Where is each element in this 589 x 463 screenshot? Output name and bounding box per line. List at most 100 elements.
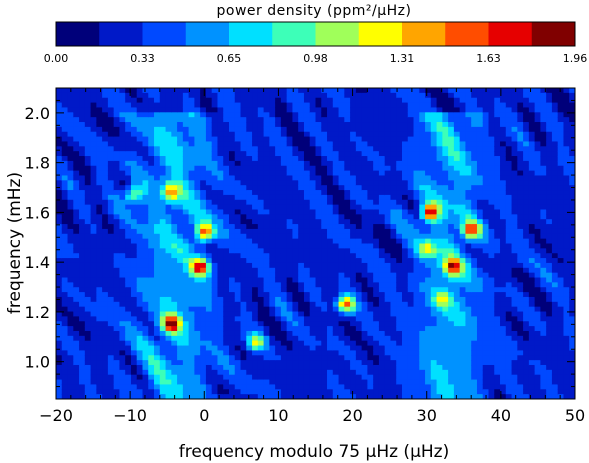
heat-cell	[205, 107, 213, 113]
heat-cell	[257, 243, 265, 249]
heat-cell	[234, 141, 242, 147]
heat-cell	[402, 156, 409, 162]
heat-cell	[96, 311, 103, 317]
heat-cell	[159, 287, 167, 293]
heat-cell	[332, 282, 340, 288]
heat-cell	[396, 326, 403, 332]
heat-cell	[84, 287, 92, 293]
heat-cell	[165, 165, 172, 172]
heat-cell	[73, 214, 80, 220]
heat-cell	[229, 146, 236, 152]
heat-cell	[269, 175, 276, 181]
heat-cell	[407, 267, 415, 274]
heat-cell	[332, 199, 340, 206]
heat-cell	[361, 165, 368, 172]
heat-cell	[188, 92, 195, 99]
heat-cell	[159, 190, 167, 196]
heat-cell	[436, 330, 443, 337]
heat-cell	[402, 102, 409, 109]
heat-cell	[309, 258, 317, 264]
heat-cell	[321, 165, 328, 172]
heat-cell	[79, 360, 86, 366]
heat-cell	[211, 151, 219, 157]
heat-cell	[67, 248, 74, 254]
heat-cell	[373, 306, 380, 313]
heat-cell	[194, 248, 201, 254]
heat-cell	[309, 204, 317, 211]
heat-cell	[494, 316, 501, 322]
heat-cell	[240, 350, 247, 356]
heat-cell	[240, 224, 247, 230]
heat-cell	[482, 194, 490, 201]
heat-cell	[321, 364, 328, 371]
heat-cell	[361, 267, 368, 274]
heat-cell	[453, 112, 461, 118]
heat-cell	[476, 272, 484, 279]
heat-cell	[355, 199, 363, 206]
heat-cell	[275, 374, 282, 381]
heat-cell	[407, 156, 415, 162]
heat-cell	[269, 379, 276, 386]
heat-cell	[229, 170, 236, 177]
heat-cell	[67, 233, 74, 240]
heat-cell	[188, 219, 195, 225]
heat-cell	[84, 345, 92, 352]
heat-cell	[471, 156, 478, 162]
heat-cell	[275, 180, 282, 186]
heat-cell	[442, 209, 449, 215]
heat-cell	[90, 131, 97, 138]
heat-cell	[373, 394, 380, 399]
heat-cell	[465, 345, 472, 352]
heat-cell	[188, 131, 195, 138]
heat-cell	[171, 92, 178, 99]
heat-cell	[234, 262, 242, 269]
heat-cell	[471, 321, 478, 327]
heat-cell	[378, 316, 386, 322]
heat-cell	[234, 350, 242, 356]
heat-cell	[350, 272, 357, 279]
heat-cell	[309, 228, 317, 235]
heat-cell	[459, 219, 467, 225]
heat-cell	[459, 301, 467, 308]
heat-cell	[234, 219, 242, 225]
heat-cell	[223, 224, 230, 230]
heat-cell	[56, 301, 63, 308]
heat-cell	[476, 228, 484, 235]
heat-cell	[177, 292, 184, 298]
heat-cell	[419, 165, 426, 172]
heat-cell	[107, 243, 115, 249]
heat-cell	[217, 282, 224, 288]
heat-cell	[246, 306, 253, 313]
heat-cell	[223, 190, 230, 196]
heat-cell	[165, 190, 172, 196]
heat-cell	[79, 369, 86, 376]
heat-cell	[107, 364, 115, 371]
heat-cell	[240, 102, 247, 109]
heat-cell	[402, 340, 409, 347]
heat-cell	[321, 190, 328, 196]
heat-cell	[367, 151, 374, 157]
heat-cell	[165, 107, 172, 113]
heat-cell	[500, 301, 507, 308]
heat-cell	[200, 267, 207, 274]
heat-cell	[275, 350, 282, 356]
heat-cell	[396, 379, 403, 386]
heat-cell	[79, 253, 86, 259]
heat-cell	[125, 350, 132, 356]
heat-cell	[494, 194, 501, 201]
heat-cell	[315, 122, 322, 128]
heat-cell	[61, 311, 69, 317]
heat-cell	[246, 272, 253, 279]
heat-cell	[252, 262, 259, 269]
heat-cell	[298, 267, 305, 274]
heat-cell	[350, 330, 357, 337]
heat-cell	[79, 190, 86, 196]
heat-cell	[159, 330, 167, 337]
heat-cell	[407, 185, 415, 191]
heat-cell	[407, 248, 415, 254]
heat-cell	[378, 355, 386, 361]
heat-cell	[407, 92, 415, 99]
heat-cell	[298, 175, 305, 181]
heat-cell	[396, 141, 403, 147]
heat-cell	[367, 326, 374, 332]
